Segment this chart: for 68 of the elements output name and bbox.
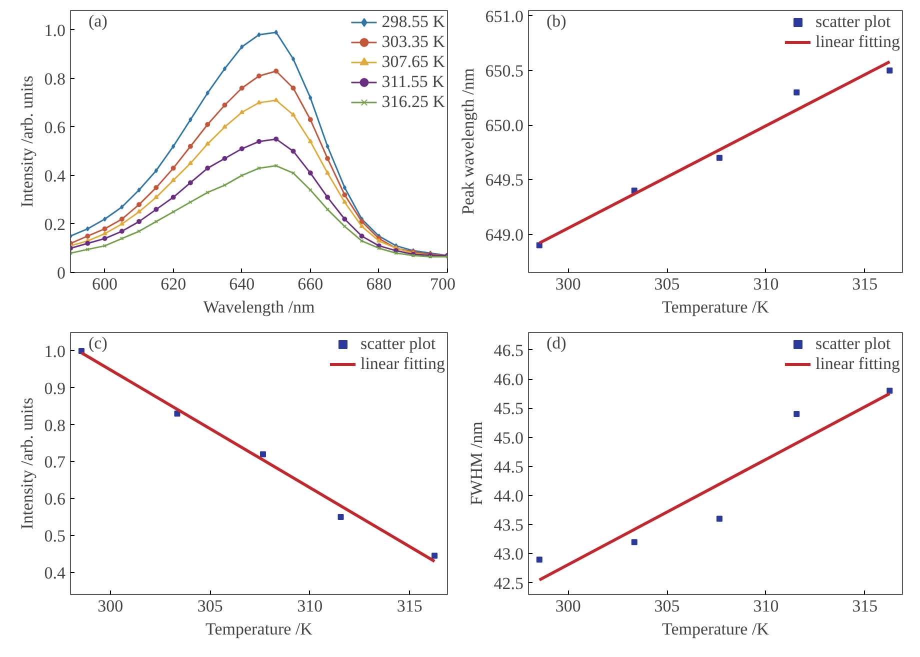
legend-label: 307.65 K — [382, 52, 445, 72]
y-tick-label: 650.5 — [485, 62, 524, 81]
y-tick-label: 649.5 — [485, 170, 524, 190]
x-tick-label: 700 — [430, 274, 456, 294]
legend-label: linear fitting — [815, 354, 900, 374]
y-tick-label: 46.0 — [494, 370, 524, 390]
x-tick-label: 305 — [197, 596, 223, 616]
annotation: (b) — [546, 12, 566, 30]
legend-label: linear fitting — [360, 354, 445, 374]
y-axis-title: FWHM /nm — [466, 422, 486, 506]
x-tick-label: 310 — [753, 596, 779, 616]
y-tick-label: 0.6 — [44, 490, 66, 509]
y-tick-label: 0 — [57, 264, 66, 282]
x-tick-label: 620 — [160, 274, 186, 294]
y-tick-label: 44.5 — [494, 457, 524, 476]
x-tick-label: 600 — [92, 274, 118, 294]
y-axis-title: Intensity /arb. units — [17, 398, 36, 530]
annotation: (a) — [88, 12, 108, 30]
x-axis-title: Temperature /K — [206, 620, 314, 638]
y-tick-label: 1.0 — [44, 20, 66, 40]
x-tick-label: 305 — [654, 596, 680, 616]
x-tick-label: 315 — [396, 596, 422, 616]
x-axis-title: Temperature /K — [662, 298, 770, 316]
y-tick-label: 0.2 — [44, 214, 66, 234]
y-tick-label: 650.0 — [485, 116, 524, 136]
x-tick-label: 300 — [555, 596, 581, 616]
legend-label: 316.25 K — [382, 92, 445, 112]
x-tick-label: 300 — [555, 274, 581, 294]
x-tick-label: 305 — [654, 274, 680, 294]
y-tick-label: 46.5 — [494, 340, 524, 360]
legend-label: 303.35 K — [382, 32, 445, 52]
y-tick-label: 0.9 — [44, 378, 66, 398]
y-tick-label: 0.8 — [44, 69, 66, 88]
y-tick-label: 42.5 — [494, 574, 524, 593]
y-tick-label: 0.7 — [44, 452, 66, 472]
y-tick-label: 0.4 — [44, 563, 66, 582]
y-tick-label: 0.4 — [44, 166, 66, 186]
y-tick-label: 0.8 — [44, 416, 66, 435]
y-tick-label: 0.6 — [44, 118, 66, 137]
y-tick-label: 649.0 — [485, 225, 524, 244]
legend-label: scatter plot — [815, 12, 891, 32]
y-axis-title: Intensity /arb. units — [17, 76, 36, 208]
annotation: (c) — [88, 334, 108, 352]
y-tick-label: 1.0 — [44, 342, 66, 361]
legend-label: scatter plot — [815, 334, 891, 354]
y-tick-label: 45.0 — [494, 428, 524, 448]
x-tick-label: 300 — [98, 596, 124, 616]
x-tick-label: 680 — [366, 274, 392, 294]
y-tick-label: 651.0 — [485, 6, 524, 26]
x-tick-label: 640 — [229, 274, 255, 294]
x-tick-label: 310 — [753, 274, 779, 294]
y-tick-label: 43.0 — [494, 544, 524, 564]
legend-label: 311.55 K — [382, 72, 444, 92]
y-axis-title: Peak wavelength /nm — [458, 68, 478, 215]
annotation: (d) — [546, 334, 566, 352]
x-axis-title: Temperature /K — [662, 620, 770, 638]
x-tick-label: 315 — [852, 274, 878, 294]
x-tick-label: 660 — [298, 274, 324, 294]
y-tick-label: 0.5 — [44, 526, 66, 546]
legend-label: linear fitting — [815, 32, 900, 52]
x-tick-label: 310 — [297, 596, 323, 616]
y-tick-label: 44.0 — [494, 486, 524, 506]
y-tick-label: 43.5 — [494, 516, 524, 535]
legend-label: scatter plot — [360, 334, 436, 354]
x-axis-title: Wavelength /nm — [203, 298, 315, 316]
legend-label: 298.55 K — [382, 12, 445, 32]
y-tick-label: 45.5 — [494, 399, 524, 418]
x-tick-label: 315 — [852, 596, 878, 616]
